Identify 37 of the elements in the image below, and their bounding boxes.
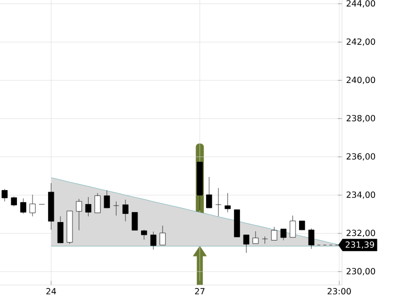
candlestick <box>30 194 36 217</box>
candlestick <box>215 188 222 217</box>
candlestick <box>160 226 166 246</box>
candlestick <box>85 196 92 217</box>
candlestick <box>94 192 101 214</box>
ref-line-label: 231,39 <box>346 241 374 249</box>
candlestick <box>308 228 314 250</box>
x-tick-label: 24 <box>46 288 56 294</box>
candlestick <box>206 176 212 208</box>
candlestick <box>132 212 138 230</box>
candlestick <box>224 192 231 213</box>
candlestick <box>57 216 64 244</box>
candlestick <box>271 226 278 240</box>
candlestick <box>20 198 26 214</box>
x-tick-label: 23:00 <box>328 288 351 294</box>
candlestick <box>104 190 110 208</box>
candlestick <box>262 236 268 244</box>
y-tick-label: 238,00 <box>346 114 376 122</box>
y-tick-label: 242,00 <box>346 38 376 46</box>
y-tick-label: 236,00 <box>346 153 376 160</box>
candlestick <box>2 188 8 202</box>
candlestick <box>122 199 128 222</box>
candlestick <box>290 215 296 238</box>
y-tick-label: 230,00 <box>346 268 376 276</box>
y-tick-label: 232,00 <box>346 230 376 237</box>
y-tick-label: 234,00 <box>346 191 376 199</box>
candlestick <box>76 198 82 230</box>
y-tick-label: 244,00 <box>346 0 376 8</box>
candlestick <box>243 234 250 254</box>
candlestick <box>113 201 120 216</box>
x-tick-label: 27 <box>195 288 204 294</box>
candlestick <box>252 231 259 244</box>
candlestick <box>10 196 17 207</box>
candlestick <box>280 228 286 240</box>
candlestick <box>150 231 156 250</box>
y-tick-label: 240,00 <box>346 76 376 84</box>
candlestick <box>141 230 148 240</box>
